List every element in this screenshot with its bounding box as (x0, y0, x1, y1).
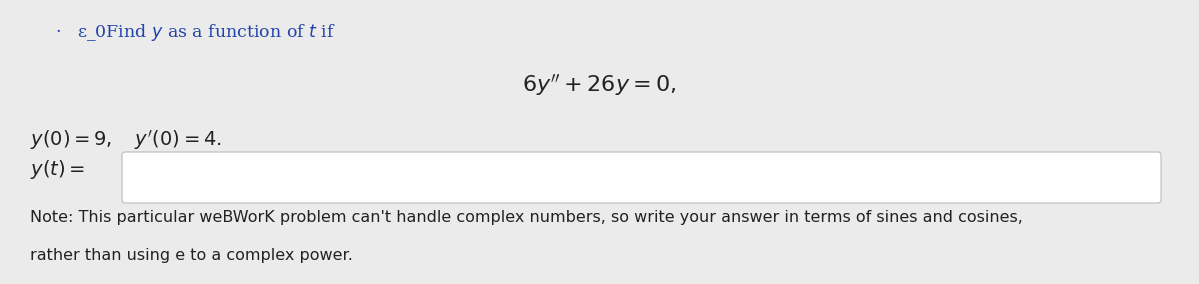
Text: $y(t) =$: $y(t) =$ (30, 158, 85, 181)
FancyBboxPatch shape (122, 152, 1161, 203)
Text: $6y'' + 26y = 0,$: $6y'' + 26y = 0,$ (523, 72, 676, 97)
Text: $y(0) = 9, \quad y'(0) = 4.$: $y(0) = 9, \quad y'(0) = 4.$ (30, 128, 222, 152)
Text: rather than using e to a complex power.: rather than using e to a complex power. (30, 248, 353, 263)
Text: ·   ε_0Find $y$ as a function of $t$ if: · ε_0Find $y$ as a function of $t$ if (55, 22, 336, 43)
Text: Note: This particular weBWorK problem can't handle complex numbers, so write you: Note: This particular weBWorK problem ca… (30, 210, 1023, 225)
